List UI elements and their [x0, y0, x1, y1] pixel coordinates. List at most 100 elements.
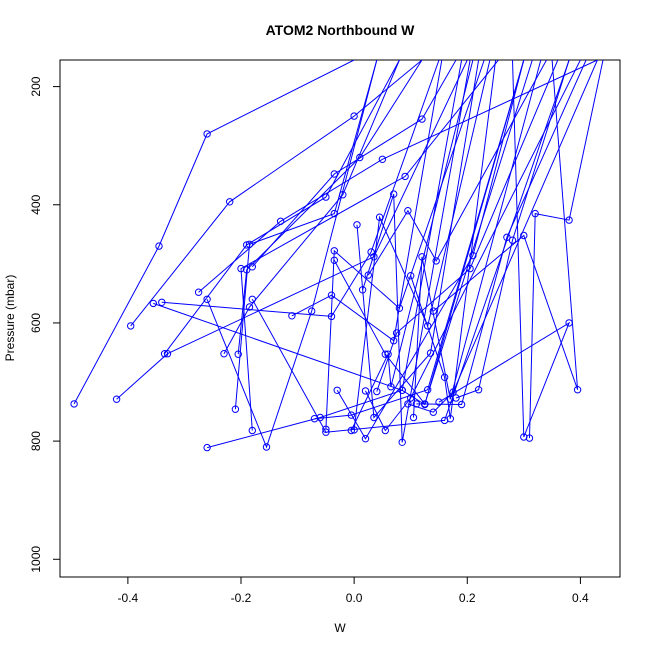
data-point: [392, 329, 401, 337]
series-16: [288, 60, 443, 345]
data-point: [398, 386, 406, 394]
data-point: [333, 386, 341, 394]
data-point: [288, 312, 296, 320]
data-point: [330, 256, 338, 265]
series-line: [314, 60, 525, 420]
series-14: [248, 60, 457, 271]
data-point: [276, 217, 285, 226]
data-point: [155, 242, 163, 250]
data-point: [407, 394, 415, 402]
data-point: [347, 426, 355, 435]
series-line: [240, 60, 499, 431]
data-point: [418, 253, 426, 261]
series-33: [525, 60, 604, 442]
data-point: [358, 286, 367, 294]
series-31: [412, 60, 587, 409]
y-axis-label: Pressure (mbar): [3, 275, 17, 362]
data-point: [407, 272, 415, 280]
data-point: [373, 387, 381, 396]
data-point: [308, 307, 316, 315]
data-point: [381, 426, 389, 435]
series-1: [70, 60, 355, 408]
data-point: [525, 434, 534, 442]
data-point: [248, 263, 257, 271]
series-line: [413, 60, 542, 418]
data-point: [367, 248, 375, 256]
series-10: [220, 60, 400, 358]
data-point: [70, 400, 78, 408]
data-point: [356, 153, 364, 162]
x-tick-label: -0.2: [231, 591, 252, 605]
plot-area: [70, 60, 604, 452]
x-tick-label: -0.4: [118, 591, 139, 605]
data-point: [390, 337, 398, 345]
series-line: [362, 60, 471, 443]
data-point: [457, 400, 466, 409]
data-point: [262, 443, 271, 451]
data-point: [531, 209, 539, 218]
data-point: [364, 271, 372, 279]
series-35: [435, 60, 573, 441]
data-point: [160, 350, 169, 358]
data-point: [322, 425, 330, 433]
x-tick-label: 0.2: [459, 591, 476, 605]
data-point: [398, 438, 406, 446]
data-point: [203, 295, 211, 304]
series-line: [234, 60, 378, 410]
chart-title: ATOM2 Northbound W: [266, 22, 416, 38]
series-line: [438, 60, 571, 438]
data-point: [203, 130, 211, 138]
series-4: [149, 60, 525, 409]
data-point: [404, 400, 412, 408]
series-line: [376, 60, 559, 392]
series-line: [367, 60, 547, 276]
data-point: [565, 319, 573, 327]
data-point: [194, 288, 203, 296]
data-point: [330, 209, 338, 218]
data-point: [237, 264, 245, 273]
data-point: [327, 291, 336, 299]
data-point: [429, 408, 437, 416]
data-point: [429, 307, 437, 315]
series-line: [223, 60, 400, 354]
series-line: [336, 60, 525, 440]
data-point: [370, 413, 378, 422]
series-24: [358, 60, 471, 446]
series-9: [203, 60, 463, 452]
data-point: [432, 257, 440, 265]
data-point: [573, 386, 582, 394]
data-point: [203, 443, 211, 452]
data-point: [243, 266, 251, 274]
data-point: [387, 383, 395, 391]
y-tick-label: 1000: [29, 546, 43, 573]
series-line: [291, 60, 443, 342]
x-tick-label: 0.4: [572, 591, 589, 605]
data-point: [508, 236, 517, 244]
series-13: [237, 60, 499, 435]
data-point: [310, 415, 319, 423]
series-line: [164, 60, 400, 355]
data-point: [112, 395, 121, 403]
series-32: [452, 60, 570, 402]
x-tick-label: 0.0: [346, 591, 363, 605]
data-point: [378, 155, 387, 164]
series-8: [203, 60, 378, 451]
series-7: [194, 60, 598, 296]
y-tick-label: 800: [29, 431, 43, 451]
data-point: [401, 172, 409, 181]
series-line: [416, 60, 587, 406]
data-point: [520, 433, 528, 441]
y-tick-label: 400: [29, 194, 43, 214]
data-point: [409, 413, 418, 422]
data-point: [412, 400, 421, 408]
data-point: [375, 213, 384, 221]
y-tick-label: 600: [29, 313, 43, 333]
data-point: [330, 170, 338, 178]
series-layer: [70, 60, 604, 452]
data-point: [446, 395, 454, 403]
series-line: [237, 60, 423, 355]
series-11: [231, 60, 378, 413]
data-point: [418, 115, 426, 123]
data-point: [452, 394, 460, 402]
